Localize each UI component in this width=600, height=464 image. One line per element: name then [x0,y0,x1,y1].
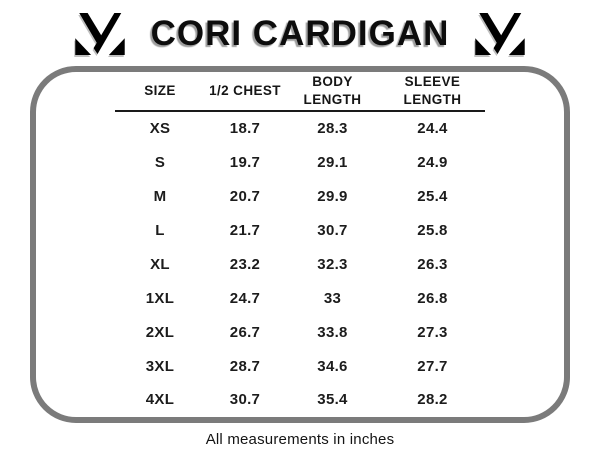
footer-note: All measurements in inches [205,431,395,448]
size-cell: S [154,154,166,172]
sleeve-length-cell: 25.4 [417,188,448,206]
body-length-cell: 29.1 [317,154,348,172]
half-chest-cell: 24.7 [229,289,261,307]
table-row: M 20.7 29.9 25.4 [115,180,485,214]
size-cell: 1XL [145,289,175,307]
body-length-cell: 35.4 [317,391,348,409]
header-body-length: BODY LENGTH [303,74,362,107]
table-row: L 21.7 30.7 25.8 [115,214,485,248]
table-row: 4XL 30.7 35.4 28.2 [115,383,485,417]
body-length-cell: 33.8 [317,323,348,341]
size-cell: 2XL [145,323,175,341]
table-header-row: SIZE 1/2 CHEST BODY LENGTH SLEEVE LENGTH [115,72,485,112]
page-title: CORI CARDIGAN [150,14,450,53]
table-row: XL 23.2 32.3 26.3 [115,248,485,282]
brand-m-logo-icon [475,13,526,55]
table-row: 2XL 26.7 33.8 27.3 [115,315,485,349]
sleeve-length-cell: 24.9 [417,154,448,172]
sleeve-length-cell: 27.7 [417,357,448,375]
size-cell: XS [149,120,171,138]
sleeve-length-cell: 28.2 [417,391,448,409]
sleeve-length-cell: 24.4 [417,120,448,138]
half-chest-cell: 30.7 [229,391,261,409]
body-length-cell: 33 [323,289,342,307]
half-chest-cell: 18.7 [229,120,261,138]
half-chest-cell: 23.2 [229,255,261,273]
body-length-cell: 30.7 [317,222,348,240]
body-length-cell: 28.3 [317,120,348,138]
size-cell: XL [150,255,170,273]
sleeve-length-cell: 26.8 [417,289,448,307]
size-cell: M [153,188,167,206]
size-cell: 3XL [145,357,175,375]
header-sleeve-length: SLEEVE LENGTH [403,74,462,107]
size-chart-panel: SIZE 1/2 CHEST BODY LENGTH SLEEVE LENGTH… [30,66,570,423]
size-cell: 4XL [145,391,175,409]
sleeve-length-cell: 26.3 [417,255,448,273]
size-cell: L [155,222,165,240]
half-chest-cell: 26.7 [229,323,261,341]
table-row: 3XL 28.7 34.6 27.7 [115,349,485,383]
table-body: XS 18.7 28.3 24.4 S 19.7 29.1 24.9 M 20.… [115,112,485,417]
table-row: 1XL 24.7 33 26.8 [115,281,485,315]
header-half-chest: 1/2 CHEST [209,83,281,99]
body-length-cell: 29.9 [317,188,348,206]
half-chest-cell: 28.7 [229,357,261,375]
size-table: SIZE 1/2 CHEST BODY LENGTH SLEEVE LENGTH… [115,72,485,417]
brand-m-logo-icon [74,13,125,55]
half-chest-cell: 21.7 [229,222,261,240]
body-length-cell: 34.6 [317,357,348,375]
sleeve-length-cell: 25.8 [417,222,448,240]
table-row: XS 18.7 28.3 24.4 [115,112,485,146]
body-length-cell: 32.3 [317,255,348,273]
half-chest-cell: 19.7 [229,154,261,172]
header-size: SIZE [144,83,176,99]
header: CORI CARDIGAN [0,0,600,64]
table-row: S 19.7 29.1 24.9 [115,146,485,180]
half-chest-cell: 20.7 [229,188,261,206]
sleeve-length-cell: 27.3 [417,323,448,341]
